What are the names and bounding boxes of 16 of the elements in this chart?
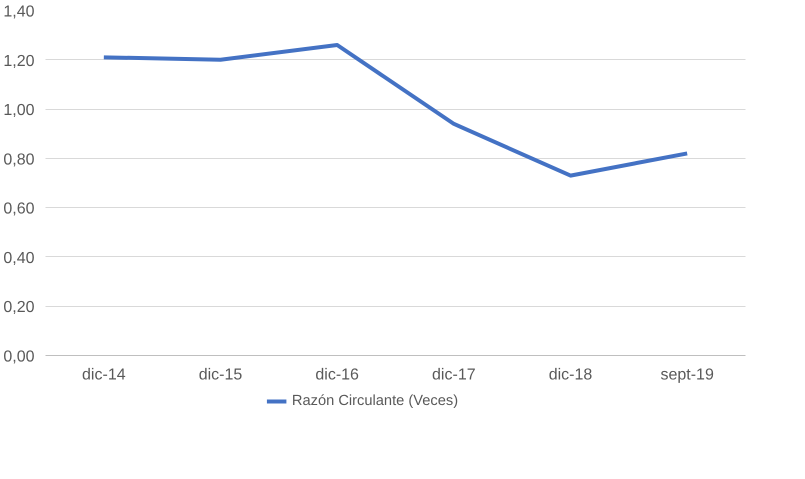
x-tick-label: dic-18	[548, 366, 592, 384]
y-tick-label: 0,00	[3, 348, 35, 366]
y-tick-label: 1,40	[3, 4, 35, 20]
y-tick-label: 1,20	[3, 52, 35, 70]
y-tick-label: 0,40	[3, 250, 35, 267]
x-tick-label: dic-14	[82, 366, 126, 384]
x-tick-label: dic-16	[315, 366, 360, 384]
y-tick-label: 1,00	[3, 102, 35, 120]
y-tick-label: 0,80	[3, 151, 35, 168]
line-series	[102, 43, 690, 178]
legend-label: Razón Circulante (Veces)	[292, 393, 458, 409]
y-tick-label: 0,20	[3, 299, 35, 316]
x-tick-label: sept-19	[660, 366, 714, 384]
y-tick-label: 0,60	[3, 200, 35, 218]
x-tick-label: dic-17	[432, 366, 476, 384]
x-tick-label: dic-15	[198, 366, 242, 384]
